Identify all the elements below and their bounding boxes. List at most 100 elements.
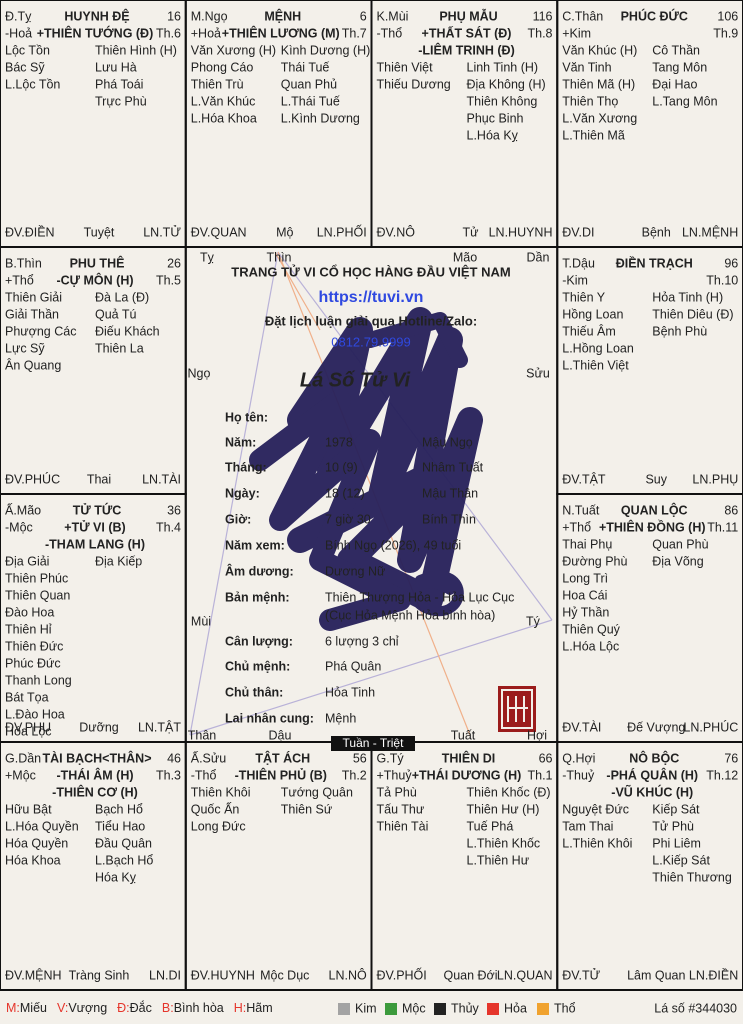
palace-footer-left: ĐV.MỆNH	[5, 967, 62, 982]
star: Thiên Không	[467, 94, 538, 108]
palace-month: Th.6	[156, 26, 181, 40]
info-label: Giờ:	[225, 512, 251, 526]
strength-key: M:	[6, 1001, 20, 1015]
palace-footer-mid: Tử	[462, 225, 478, 239]
palace-month: Th.3	[156, 768, 181, 782]
palace-footer-left: ĐV.PHÚC	[5, 471, 60, 486]
star: L.Thiên Mã	[562, 128, 625, 142]
element-swatch	[385, 1003, 397, 1015]
palace-element: +Mộc	[5, 768, 36, 782]
main-star: -THAM LANG (H)	[45, 537, 145, 551]
center-branch: Thân	[188, 728, 217, 742]
star: Ân Quang	[5, 357, 61, 372]
info-label: Họ tên:	[225, 410, 268, 424]
palace-age: 106	[717, 9, 738, 23]
palace-name: TẬT ÁCH	[255, 750, 310, 765]
palace-footer-right: LN.PHỤ	[692, 472, 738, 486]
palace-age: 116	[533, 9, 553, 23]
palace: Q.Hợi NÔ BỘC 76 -Thuỷ Th.12 -PHÁ QUÂN (H) -VŨ …	[556, 741, 743, 991]
center-branch: Tý	[526, 614, 541, 628]
phone[interactable]: 0812.79.9999	[331, 334, 411, 349]
palace-name: QUAN LỘC	[621, 502, 688, 517]
star: Tang Môn	[652, 60, 707, 74]
palace-name: ĐIỀN TRẠCH	[616, 255, 693, 270]
palace-footer-left: ĐV.QUAN	[191, 225, 247, 239]
palace-footer-right: LN.TÀI	[142, 471, 181, 486]
star: Địa Kiếp	[95, 554, 142, 568]
star: Thiên La	[95, 341, 144, 355]
info-label: Bản mệnh:	[225, 590, 290, 604]
palace-name: MỆNH	[264, 8, 301, 23]
main-star: +THẤT SÁT (Đ)	[422, 25, 512, 40]
site-url[interactable]: https://tuvi.vn	[319, 289, 424, 306]
info-value: Hỏa Tinh	[325, 685, 375, 699]
tuan-triet-box	[331, 736, 415, 751]
main-star: -VŨ KHÚC (H)	[611, 784, 693, 799]
star: L.Văn Khúc	[191, 94, 256, 108]
center-branch: Dần	[527, 250, 550, 264]
palace-month: Th.1	[527, 768, 552, 782]
palace-age: 76	[724, 751, 738, 765]
star: Văn Khúc (H)	[562, 43, 637, 57]
chart-title: Lá Số Tử Vi	[300, 369, 411, 391]
palace-age: 6	[360, 9, 367, 23]
palace-footer-mid: Lâm Quan	[627, 968, 685, 982]
star: Tuế Phá	[467, 819, 514, 833]
palace-month: Th.8	[527, 26, 552, 40]
palace-footer-mid: Mộc Dục	[260, 968, 309, 982]
palace-footer-mid: Tràng Sinh	[69, 968, 130, 982]
main-star: +THIÊN LƯƠNG (M)	[222, 25, 340, 40]
element-name: Thủy	[451, 1001, 480, 1015]
palace-footer-right: LN.PHỐI	[317, 224, 367, 239]
star: Hóa Kỵ	[95, 870, 137, 884]
palace-name: NÔ BỘC	[629, 750, 679, 765]
center-branch: Dậu	[269, 728, 292, 742]
star: Quả Tú	[95, 307, 137, 321]
main-star: -PHÁ QUÂN (H)	[606, 767, 698, 782]
center-branch: Ngọ	[188, 366, 211, 380]
star: Thiên Giải	[5, 290, 62, 304]
star: Kiếp Sát	[652, 802, 700, 816]
star: Tử Phù	[652, 819, 694, 833]
info-value: (Cục Hỏa Mệnh Hỏa bình hòa)	[325, 608, 495, 622]
palace-name: PHU THÊ	[70, 255, 125, 270]
info-label: Cân lượng:	[225, 634, 293, 648]
site-title: TRANG TỬ VI CỔ HỌC HÀNG ĐẦU VIỆT NAM	[231, 264, 510, 279]
palace-element: -Hoả	[5, 26, 32, 40]
center-branch: Hợi	[527, 728, 547, 742]
palace: Ấ.Mão TỬ TỨC 36 -Mộc Th.4 +TỬ VI (B) -THAM LAN…	[0, 493, 187, 743]
star: Hóa Lộc	[5, 724, 52, 738]
star: Hỏa Tinh (H)	[652, 290, 723, 304]
star: Tam Thai	[562, 819, 613, 833]
star: Hóa Khoa	[5, 853, 61, 867]
palace: C.Thân PHÚC ĐỨC 106 +Kim Th.9 Văn Khúc (H) Văn…	[556, 0, 743, 248]
star: Phượng Các	[5, 324, 76, 338]
star: L.Thiên Việt	[562, 358, 629, 372]
star: L.Lộc Tồn	[5, 77, 60, 91]
palace-branch: Ấ.Sửu	[191, 750, 227, 765]
star: Bệnh Phù	[652, 324, 707, 338]
star: L.Thiên Khốc	[467, 836, 541, 850]
grid: Đ.Tỵ HUYNH ĐỆ 16 -Hoả Th.6+THIÊN TƯỚNG (Đ) Lộ…	[0, 0, 743, 991]
star: Thiên Diêu (Đ)	[652, 307, 733, 321]
star: Phục Binh	[467, 111, 524, 125]
star: Bát Tọa	[5, 690, 49, 704]
star: Phá Toái	[95, 77, 143, 91]
info-label: Tháng:	[225, 460, 267, 474]
palace-footer-mid: Suy	[645, 472, 667, 486]
star: Tướng Quân	[281, 785, 353, 799]
star: Quan Phủ	[281, 77, 337, 91]
star: L.Hóa Kỵ	[467, 128, 519, 142]
seal	[498, 686, 536, 732]
palace-footer-mid: Quan Đới	[443, 968, 497, 982]
strength-key: V:	[57, 1001, 68, 1015]
info-value: Bính Ngọ (2026), 49 tuổi	[325, 538, 461, 552]
scribble	[249, 307, 483, 631]
palace-name: TỬ TỨC	[73, 502, 122, 517]
palace-branch: M.Ngọ	[191, 9, 228, 23]
star: Hỷ Thần	[562, 605, 609, 619]
star: Thiên Khốc (Đ)	[467, 785, 551, 799]
palace-branch: G.Tý	[377, 751, 405, 765]
star: Bạch Hổ	[95, 802, 143, 816]
star: L.Hóa Quyền	[5, 819, 79, 833]
